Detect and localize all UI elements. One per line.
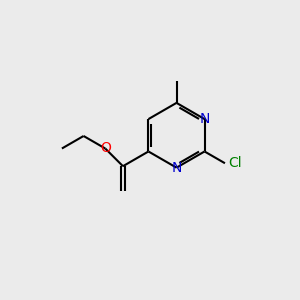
- Text: N: N: [200, 112, 210, 126]
- Text: Cl: Cl: [229, 156, 242, 170]
- Text: O: O: [100, 142, 111, 155]
- Text: N: N: [171, 161, 182, 175]
